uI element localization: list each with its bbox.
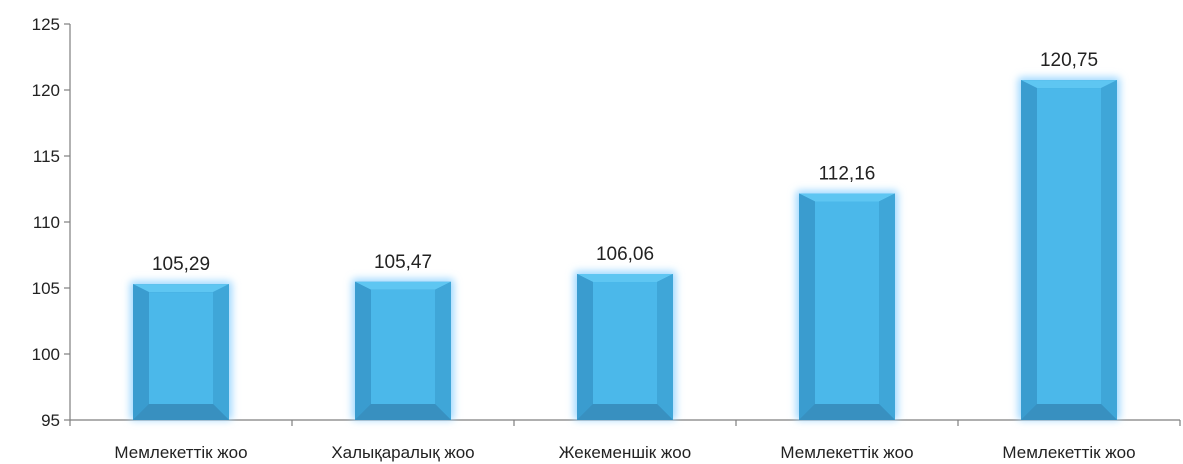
bar-bevel-top	[577, 274, 673, 283]
bar-bevel-left	[577, 274, 593, 420]
bar	[1018, 77, 1120, 420]
x-category-label: Жекеменшік жоо	[559, 443, 691, 462]
y-tick-label: 125	[32, 15, 60, 34]
bar-face	[815, 201, 879, 404]
x-category-label: Мемлекеттік жоо	[114, 443, 247, 462]
bar	[796, 190, 898, 420]
bar-value-label: 120,75	[1040, 50, 1098, 71]
y-tick-label: 105	[32, 279, 60, 298]
bar-bevel-top	[355, 281, 451, 290]
bar	[574, 271, 676, 420]
bar-bevel-left	[133, 284, 149, 420]
bar-value-label: 105,47	[374, 252, 432, 273]
bar-bevel-right	[657, 274, 673, 420]
bar-face	[593, 282, 657, 404]
bar-value-label: 112,16	[819, 163, 876, 184]
bar-face	[371, 289, 435, 404]
bar-bevel-top	[133, 284, 229, 293]
bar-bevel-right	[435, 281, 451, 420]
x-category-label: Мемлекеттік жоо	[780, 443, 913, 462]
y-tick-label: 110	[33, 213, 60, 232]
bar	[130, 281, 232, 420]
bar-bevel-bottom	[1021, 404, 1117, 420]
y-tick-label: 115	[33, 147, 60, 166]
labels: 105,29 Мемлекеттік жоо 105,47 Халықаралық ж…	[114, 50, 1135, 462]
axes: 95 100 105 110 115 120 125	[32, 15, 1181, 430]
bar-bevel-left	[355, 281, 371, 420]
bar	[352, 278, 454, 420]
bar-bevel-right	[1101, 80, 1117, 420]
x-category-label: Халықаралық жоо	[331, 443, 474, 462]
y-tick-label: 95	[41, 411, 60, 430]
bar-bevel-bottom	[133, 404, 229, 420]
y-tick-label: 100	[32, 345, 60, 364]
bars	[130, 77, 1120, 420]
bar-bevel-top	[799, 193, 895, 202]
bar-value-label: 105,29	[152, 254, 210, 275]
bar-face	[149, 292, 213, 404]
bar-bevel-right	[879, 193, 895, 420]
bar-bevel-right	[213, 284, 229, 420]
bar-bevel-left	[1021, 80, 1037, 420]
bar-value-label: 106,06	[596, 244, 654, 265]
bar-bevel-bottom	[355, 404, 451, 420]
x-category-label: Мемлекеттік жоо	[1002, 443, 1135, 462]
bar-bevel-bottom	[799, 404, 895, 420]
bar-face	[1037, 88, 1101, 404]
y-tick-label: 120	[32, 81, 60, 100]
bar-bevel-left	[799, 193, 815, 420]
bar-bevel-bottom	[577, 404, 673, 420]
bar-bevel-top	[1021, 80, 1117, 89]
